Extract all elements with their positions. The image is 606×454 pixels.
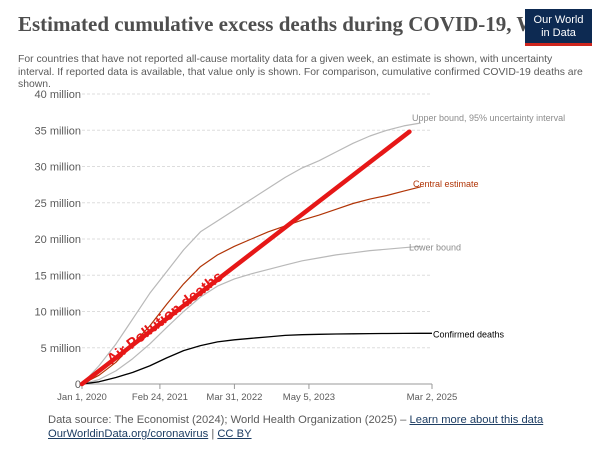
owid-logo[interactable]: Our World in Data [525, 9, 592, 46]
y-tick-label: 10 million [35, 307, 81, 319]
license-link[interactable]: CC BY [217, 428, 252, 440]
logo-line-2: in Data [541, 27, 576, 39]
x-tick-label: Feb 24, 2021 [132, 392, 188, 403]
chart-title: Estimated cumulative excess deaths durin… [18, 12, 574, 36]
chart-subtitle: For countries that have not reported all… [18, 54, 583, 90]
y-tick-label: 15 million [35, 270, 81, 282]
y-tick-label: 5 million [41, 343, 81, 355]
y-tick-label: 20 million [35, 234, 81, 246]
url-line: OurWorldinData.org/coronavirus | CC BY [48, 427, 543, 441]
series-upper-bound [81, 122, 421, 385]
x-tick-label: Mar 31, 2022 [206, 392, 262, 403]
series-central-estimate [81, 186, 421, 385]
air-pollution-label: Air Pollution deaths [104, 268, 227, 368]
series-lower-bound [81, 245, 421, 385]
source-line: Data source: The Economist (2024); World… [48, 413, 543, 427]
y-tick-label: 30 million [35, 162, 81, 174]
series-confirmed-deaths-label: Confirmed deaths [433, 329, 505, 339]
series-central-estimate-label: Central estimate [413, 179, 479, 189]
series-upper-bound-label: Upper bound, 95% uncertainty interval [412, 113, 565, 123]
y-tick-label: 25 million [35, 198, 81, 210]
x-tick-label: May 5, 2023 [283, 392, 335, 403]
learn-more-link[interactable]: Learn more about this data [409, 414, 544, 426]
source-text: Data source: The Economist (2024); World… [48, 414, 410, 426]
logo-line-1: Our World [533, 14, 584, 26]
series-confirmed-deaths [81, 332, 432, 385]
y-tick-label: 35 million [35, 125, 81, 137]
air-pollution-line [79, 129, 412, 387]
footer: Data source: The Economist (2024); World… [48, 413, 543, 441]
y-tick-label: 40 million [35, 89, 81, 101]
y-tick-label: 0 [75, 379, 81, 391]
x-tick-label: Mar 2, 2025 [407, 392, 458, 403]
separator: | [208, 428, 218, 440]
series-lower-bound-label: Lower bound [409, 242, 461, 252]
x-tick-label: Jan 1, 2020 [57, 392, 107, 403]
topic-link[interactable]: OurWorldinData.org/coronavirus [48, 428, 209, 440]
